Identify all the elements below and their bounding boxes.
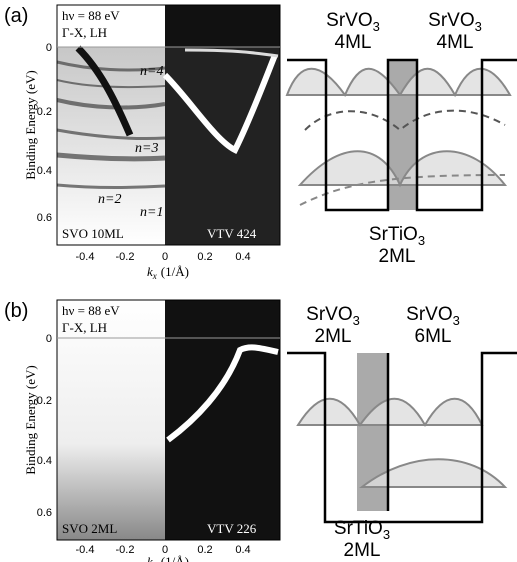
- subband-label: n=1: [140, 205, 163, 220]
- layer-count: 2ML: [344, 540, 381, 561]
- y-tick-label: 0.4: [37, 455, 52, 467]
- formula: SrVO: [406, 304, 452, 325]
- x-tick-label: 0.2: [197, 251, 212, 263]
- y-axis-label: Binding Energy (eV): [23, 70, 38, 180]
- photon-energy: hν = 88 eV: [62, 303, 120, 318]
- y-tick-label: 0: [46, 333, 52, 345]
- subscript: 3: [453, 313, 460, 328]
- layer-count: 2ML: [379, 246, 416, 267]
- material-label: SrVO3: [326, 10, 380, 34]
- y-tick-label: 0.4: [37, 165, 52, 177]
- formula: SrVO: [428, 10, 474, 31]
- formula: SrVO: [306, 304, 352, 325]
- unit: (1/Å): [161, 554, 189, 562]
- x-axis-label: kx (1/Å): [147, 264, 189, 281]
- right-tag: VTV 226: [207, 521, 257, 536]
- y-tick-label: 0: [46, 42, 52, 54]
- material-label: SrTiO3: [369, 224, 425, 248]
- well-diagram-b: [287, 351, 517, 524]
- formula: SrTiO: [334, 518, 383, 539]
- left-tag: SVO 2ML: [62, 521, 117, 536]
- layer-count: 6ML: [415, 326, 452, 347]
- geometry: Γ-X, LH: [62, 320, 107, 335]
- y-tick-label: 0.2: [37, 395, 52, 407]
- symbol: k: [147, 554, 153, 562]
- subscript: x: [152, 271, 157, 281]
- panel-label: (b): [4, 300, 28, 322]
- left-tag: SVO 10ML: [62, 226, 124, 241]
- y-tick-label: 0.2: [37, 106, 52, 118]
- panel-label: (a): [4, 5, 28, 27]
- subscript: 3: [373, 19, 380, 34]
- material-label: SrVO3: [406, 304, 460, 328]
- subscript: 3: [353, 313, 360, 328]
- well-diagram-a: [285, 58, 517, 212]
- x-tick-label: -0.2: [116, 251, 135, 263]
- subscript: 3: [418, 233, 425, 248]
- geometry: Γ-X, LH: [62, 25, 107, 40]
- x-axis-label: kx(1/Å): [147, 554, 189, 562]
- arpes-a: [56, 4, 281, 246]
- subscript: 3: [383, 527, 390, 542]
- x-tick-label: 0.4: [235, 251, 250, 263]
- symbol: k: [147, 264, 153, 279]
- y-axis-label: Binding Energy (eV): [23, 365, 38, 475]
- formula: SrTiO: [369, 224, 418, 245]
- layer-count: 2ML: [315, 326, 352, 347]
- layer-count: 4ML: [437, 32, 474, 53]
- x-tick-label: -0.2: [116, 544, 135, 556]
- material-label: SrVO3: [306, 304, 360, 328]
- layer-count: 4ML: [335, 32, 372, 53]
- right-tag: VTV 424: [207, 226, 257, 241]
- y-tick-label: 0.6: [37, 507, 52, 519]
- x-tick-label: -0.4: [76, 251, 95, 263]
- x-tick-label: 0.4: [235, 544, 250, 556]
- unit: (1/Å): [161, 264, 189, 279]
- subband-label: n=4: [140, 64, 163, 79]
- formula: SrVO: [326, 10, 372, 31]
- material-label: SrVO3: [428, 10, 482, 34]
- x-tick-label: -0.4: [76, 544, 95, 556]
- arpes-b: [56, 299, 281, 541]
- subband-label: n=3: [135, 141, 158, 156]
- x-tick-label: 0.2: [197, 544, 212, 556]
- x-tick-label: 0: [162, 251, 168, 263]
- x-tick-label: 0: [162, 544, 168, 556]
- material-label: SrTiO3: [334, 518, 390, 542]
- subband-label: n=2: [98, 192, 121, 207]
- y-tick-label: 0.6: [37, 212, 52, 224]
- photon-energy: hν = 88 eV: [62, 8, 120, 23]
- subscript: 3: [475, 19, 482, 34]
